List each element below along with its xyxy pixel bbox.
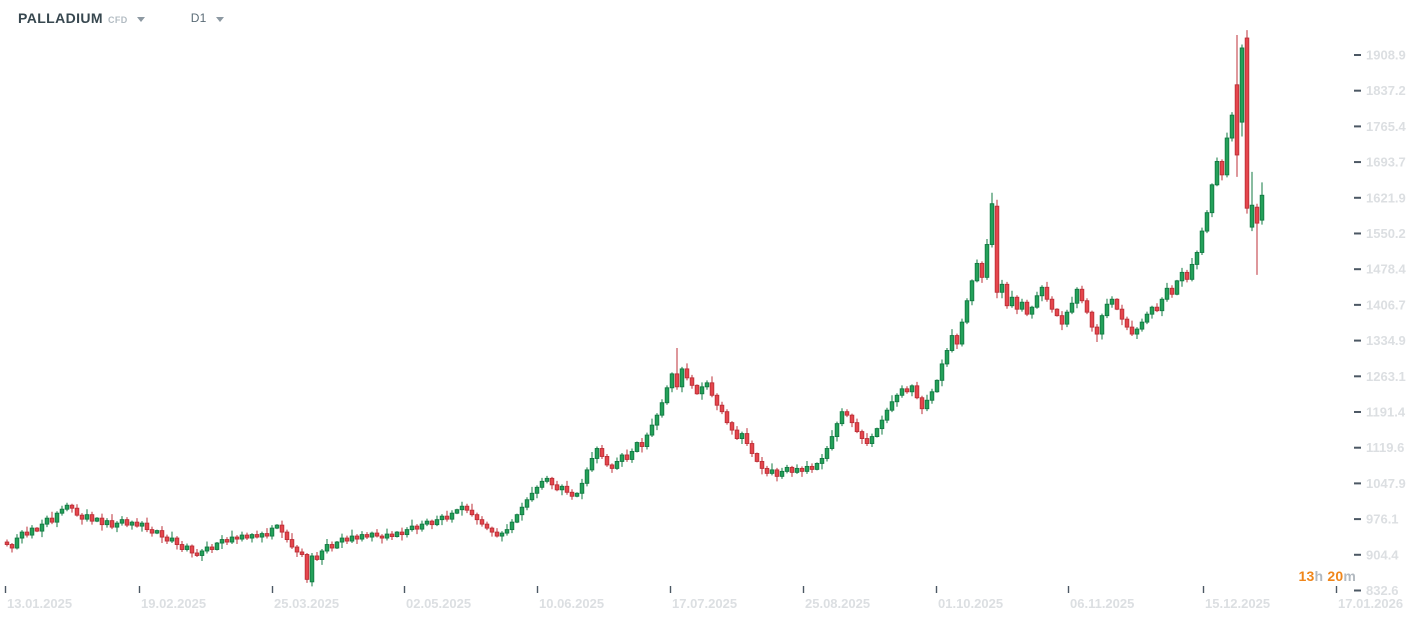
price-axis[interactable]: 1908.9 1837.2 1765.4 1693.7 1621.9 1550.2 1478… <box>1354 48 1407 599</box>
countdown-hours: 13 <box>1298 568 1315 584</box>
svg-text:1191.4: 1191.4 <box>1366 404 1406 419</box>
svg-text:19.02.2025: 19.02.2025 <box>141 596 206 611</box>
market-close-countdown: 13h 20m <box>1299 568 1356 584</box>
svg-text:1263.1: 1263.1 <box>1366 369 1406 384</box>
svg-text:832.6: 832.6 <box>1366 583 1399 598</box>
svg-text:02.05.2025: 02.05.2025 <box>406 596 471 611</box>
svg-text:1550.2: 1550.2 <box>1366 226 1406 241</box>
svg-text:17.07.2025: 17.07.2025 <box>672 596 737 611</box>
svg-text:01.10.2025: 01.10.2025 <box>938 596 1003 611</box>
timeframe-selector[interactable]: D1 <box>191 11 224 25</box>
svg-text:1693.7: 1693.7 <box>1366 155 1406 170</box>
svg-text:25.03.2025: 25.03.2025 <box>274 596 339 611</box>
timeframe-label: D1 <box>190 11 207 25</box>
countdown-hours-unit: h <box>1314 568 1328 584</box>
candles-layer[interactable] <box>4 30 1265 587</box>
svg-text:976.1: 976.1 <box>1366 512 1399 527</box>
instrument-type-badge: CFD <box>108 14 128 25</box>
svg-text:1119.6: 1119.6 <box>1366 440 1404 455</box>
svg-text:1765.4: 1765.4 <box>1366 119 1407 134</box>
svg-text:13.01.2025: 13.01.2025 <box>7 596 72 611</box>
svg-text:1334.9: 1334.9 <box>1366 333 1406 348</box>
symbol-selector[interactable]: PALLADIUM CFD <box>18 10 145 26</box>
svg-text:1406.7: 1406.7 <box>1366 297 1406 312</box>
chevron-down-icon <box>136 16 145 22</box>
svg-text:1908.9: 1908.9 <box>1366 48 1406 63</box>
chart-header: PALLADIUM CFD D1 <box>18 9 224 27</box>
svg-text:1478.4: 1478.4 <box>1366 262 1407 277</box>
chevron-down-icon <box>215 16 224 22</box>
time-axis[interactable]: 13.01.2025 19.02.2025 25.03.2025 02.05.2025… <box>4 586 1404 611</box>
svg-text:06.11.2025: 06.11.2025 <box>1070 596 1134 611</box>
svg-text:10.06.2025: 10.06.2025 <box>539 596 604 611</box>
svg-text:17.01.2026: 17.01.2026 <box>1338 596 1403 611</box>
countdown-minutes: 20 <box>1327 568 1344 584</box>
svg-text:25.08.2025: 25.08.2025 <box>805 596 870 611</box>
svg-text:1047.9: 1047.9 <box>1366 476 1406 491</box>
symbol-name: PALLADIUM <box>18 10 103 26</box>
svg-text:15.12.2025: 15.12.2025 <box>1205 596 1270 611</box>
svg-text:1621.9: 1621.9 <box>1366 190 1406 205</box>
svg-text:1837.2: 1837.2 <box>1366 83 1406 98</box>
svg-text:904.4: 904.4 <box>1366 547 1399 562</box>
countdown-minutes-unit: m <box>1343 568 1356 584</box>
